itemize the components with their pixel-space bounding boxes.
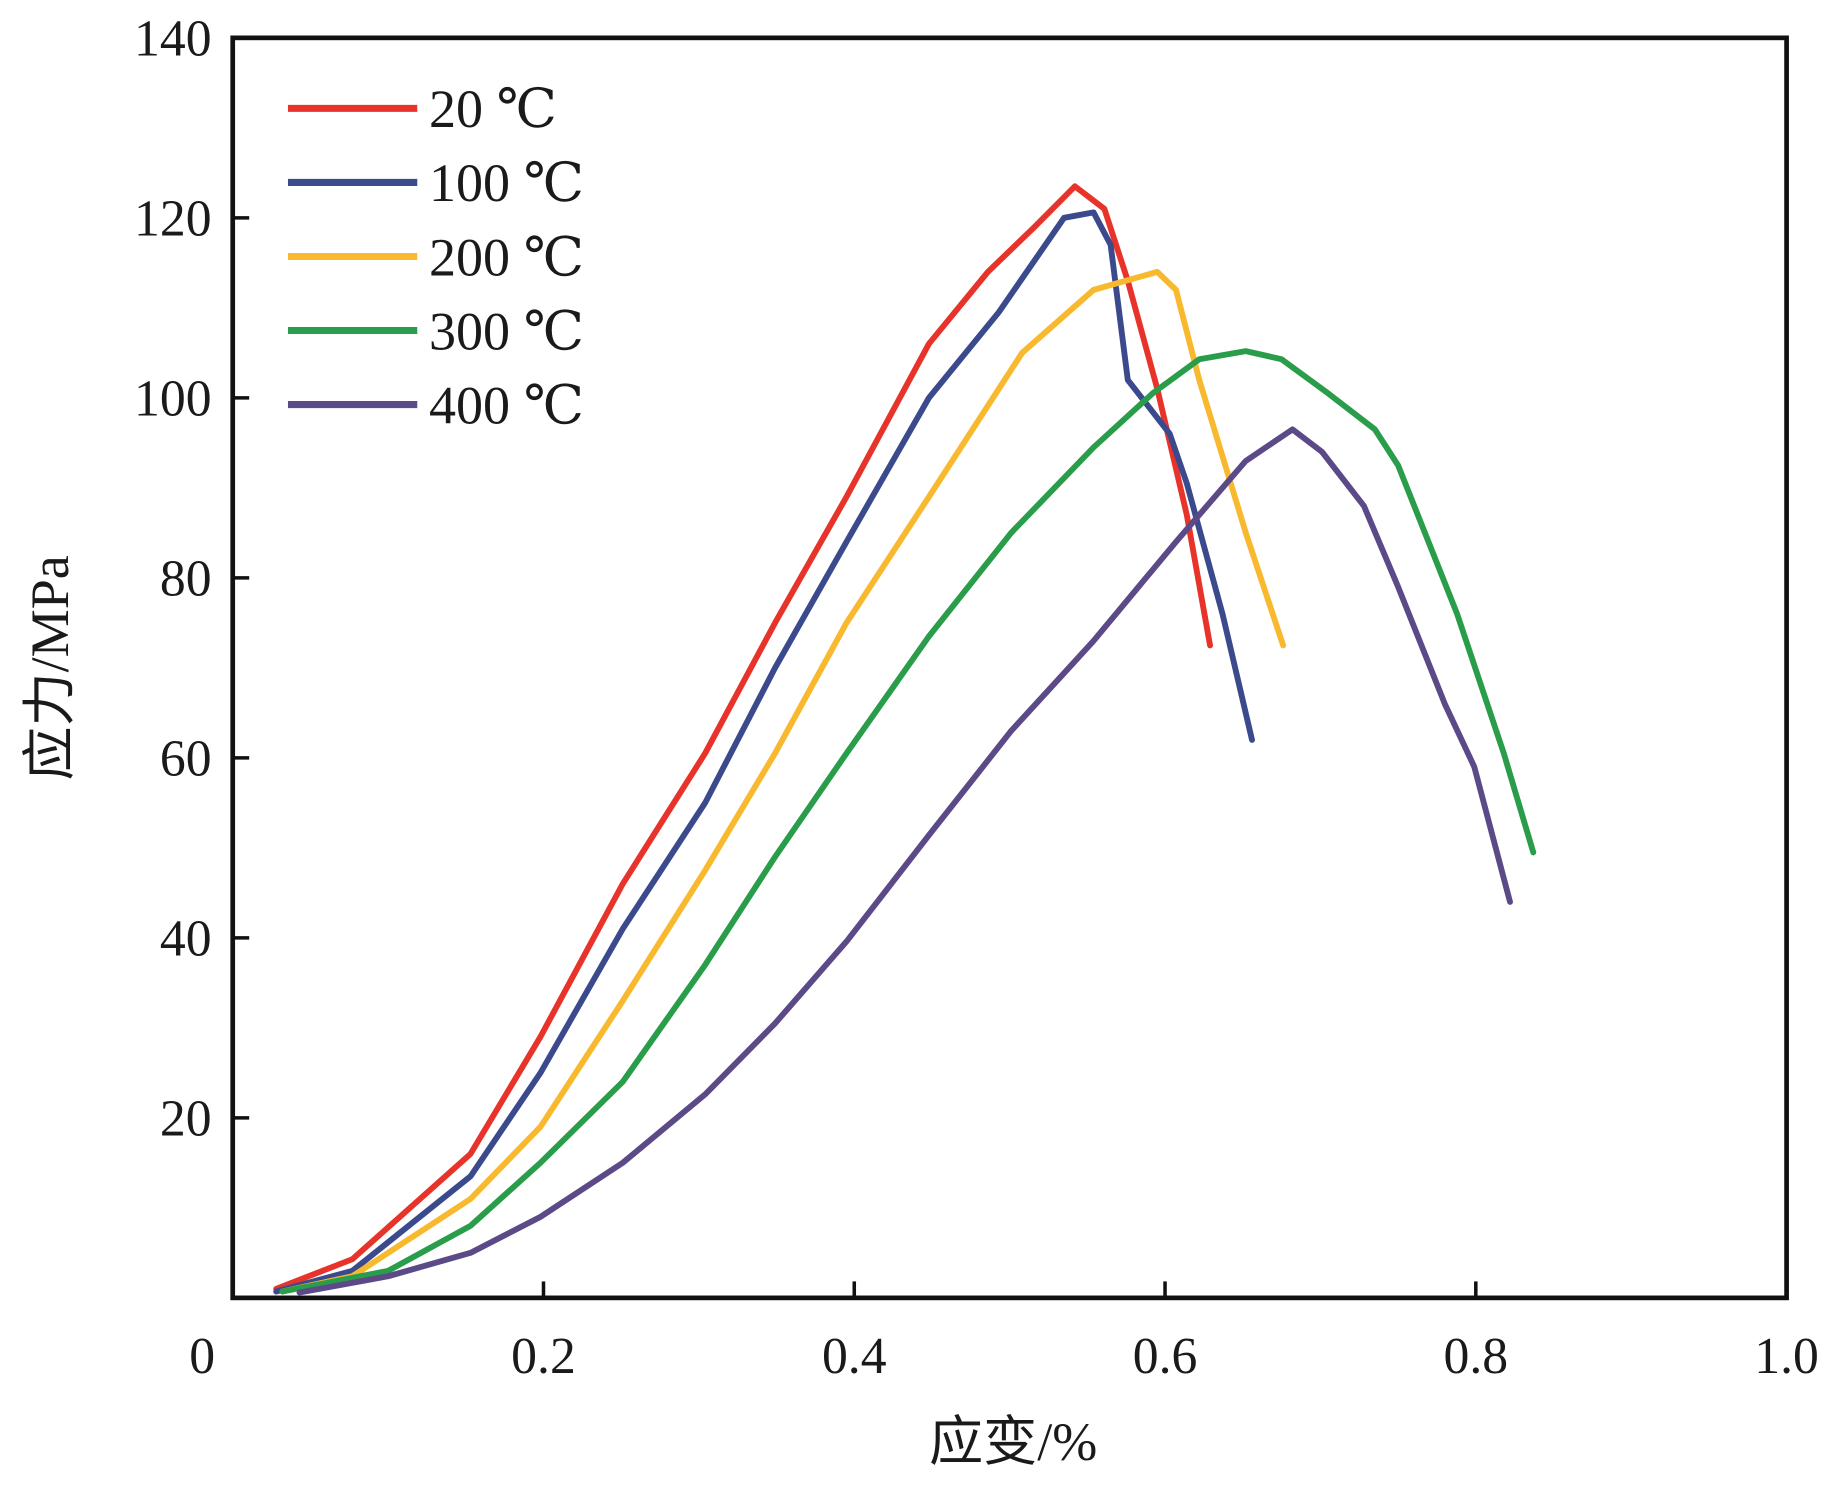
series-line-2 — [279, 268, 1287, 1295]
legend-label-3: 300 ℃ — [429, 301, 584, 361]
legend-label-4: 400 ℃ — [429, 375, 584, 435]
y-tick-label: 80 — [160, 550, 212, 607]
plot-frame — [230, 35, 1789, 1301]
series-layer — [273, 183, 1537, 1296]
y-tick-label: 120 — [134, 190, 212, 247]
y-tick-label: 60 — [160, 730, 212, 787]
legend: 20 ℃ 100 ℃ 200 ℃ 300 ℃ 400 ℃ — [287, 79, 584, 435]
x-tick-label: 0.4 — [822, 1328, 887, 1385]
x-axis-title: 应变/% — [929, 1412, 1097, 1472]
series-line-0 — [273, 183, 1213, 1292]
y-axis-title: 应力/MPa — [20, 555, 80, 780]
legend-label-2: 200 ℃ — [429, 227, 584, 287]
x-tick-label: 0.8 — [1443, 1328, 1508, 1385]
ticks-layer: 0.2 0.4 0.6 0.8 1.0 20 40 60 80 100 120 140 — [134, 10, 1819, 1385]
y-tick-label: 100 — [134, 370, 212, 427]
legend-label-1: 100 ℃ — [429, 153, 584, 213]
x-tick-label: 0.2 — [511, 1328, 576, 1385]
x-origin-label: 0 — [189, 1328, 215, 1385]
y-tick-label: 40 — [160, 910, 212, 967]
series-line-4 — [296, 426, 1513, 1296]
series-line-1 — [273, 209, 1255, 1295]
x-tick-label: 0.6 — [1133, 1328, 1198, 1385]
legend-label-0: 20 ℃ — [429, 79, 557, 139]
y-tick-label: 20 — [160, 1090, 212, 1147]
x-tick-label: 1.0 — [1754, 1328, 1819, 1385]
y-tick-label: 140 — [134, 10, 212, 67]
